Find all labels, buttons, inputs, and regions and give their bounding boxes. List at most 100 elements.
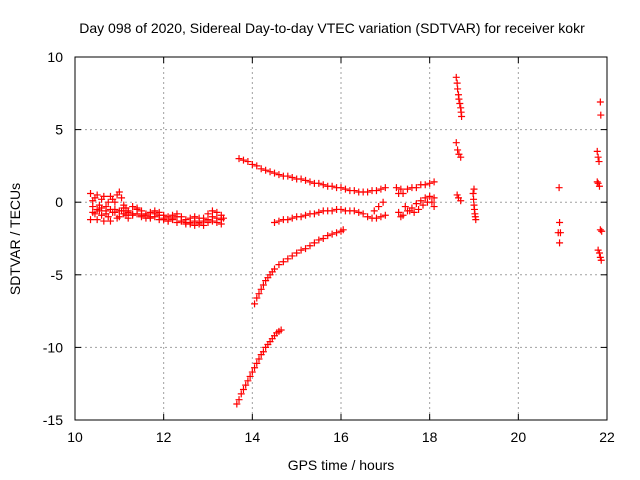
data-point [452, 73, 460, 81]
data-point [284, 172, 292, 180]
data-point [271, 219, 278, 227]
data-point [375, 203, 383, 211]
data-point [421, 181, 429, 189]
x-tick-labels: 10 12 14 16 18 20 22 [67, 429, 615, 445]
chart-title: Day 098 of 2020, Sidereal Day-to-day VTE… [79, 20, 585, 36]
data-point [98, 204, 106, 212]
data-point [173, 219, 181, 227]
data-point [142, 211, 150, 219]
data-point [129, 211, 137, 219]
data-point [364, 188, 372, 196]
x-tick-label: 12 [156, 429, 172, 445]
data-point [271, 169, 278, 177]
data-point [430, 178, 438, 186]
data-point [93, 216, 101, 224]
data-point [93, 205, 101, 213]
data-point [200, 221, 208, 229]
data-point [593, 147, 601, 155]
data-point [233, 400, 241, 408]
data-point [598, 227, 606, 235]
data-point [115, 207, 123, 215]
data-point [310, 210, 318, 218]
y-tick-label: 5 [55, 122, 63, 138]
data-point [255, 355, 263, 363]
data-point [293, 249, 301, 257]
data-point [594, 153, 602, 161]
data-point [310, 239, 318, 247]
data-point [297, 213, 305, 221]
data-point [235, 396, 243, 404]
data-point [253, 359, 261, 367]
data-point [457, 197, 465, 205]
data-point [244, 377, 252, 385]
data-point [89, 203, 97, 211]
data-point [213, 219, 221, 227]
data-point [350, 187, 358, 195]
data-point [426, 179, 434, 187]
data-point [297, 175, 305, 183]
data-point [379, 198, 387, 206]
data-point [377, 185, 385, 193]
data-point [106, 217, 114, 225]
data-point [248, 160, 256, 168]
data-point [262, 166, 270, 174]
data-point [133, 210, 141, 218]
data-point [271, 265, 278, 273]
data-point [104, 198, 112, 206]
data-point [472, 216, 480, 224]
data-point [288, 214, 296, 222]
x-tick-label: 20 [511, 429, 527, 445]
data-point [355, 208, 363, 216]
data-point [306, 178, 314, 186]
data-point [412, 184, 420, 192]
data-point [339, 226, 347, 234]
data-point [195, 219, 203, 227]
data-point [151, 213, 159, 221]
data-point [315, 179, 323, 187]
data-marks [87, 73, 606, 408]
data-point [251, 300, 259, 308]
data-point [333, 229, 341, 237]
data-point [120, 210, 128, 218]
y-tick-label: 10 [47, 49, 63, 65]
data-point [328, 230, 336, 238]
data-point [186, 220, 194, 228]
data-point [275, 261, 283, 269]
data-point [191, 221, 199, 229]
axis-ticks [74, 56, 608, 421]
data-point [239, 156, 247, 164]
data-point [297, 246, 305, 254]
data-point [102, 207, 110, 215]
grid [75, 57, 607, 420]
data-point [257, 165, 265, 173]
data-point [124, 208, 132, 216]
data-point [455, 95, 463, 103]
data-point [370, 207, 378, 215]
data-point [397, 185, 405, 193]
data-point [237, 390, 245, 398]
data-point [302, 176, 310, 184]
data-point [597, 256, 605, 264]
data-point [118, 194, 126, 202]
data-point [341, 185, 349, 193]
data-point [595, 158, 603, 166]
data-point [350, 207, 358, 215]
data-point [146, 214, 154, 222]
data-point [410, 208, 418, 216]
data-point [259, 281, 267, 289]
data-point [257, 285, 265, 293]
data-point [406, 207, 414, 215]
data-point [235, 155, 243, 163]
data-point [279, 258, 287, 266]
data-point [328, 182, 336, 190]
data-point [372, 187, 380, 195]
data-point [100, 217, 108, 225]
data-point [266, 168, 274, 176]
y-tick-label: -10 [43, 339, 63, 355]
data-point [399, 211, 407, 219]
data-point [596, 98, 604, 106]
data-point [593, 178, 601, 186]
data-point [100, 192, 108, 200]
data-point [220, 214, 228, 222]
data-point [377, 213, 385, 221]
